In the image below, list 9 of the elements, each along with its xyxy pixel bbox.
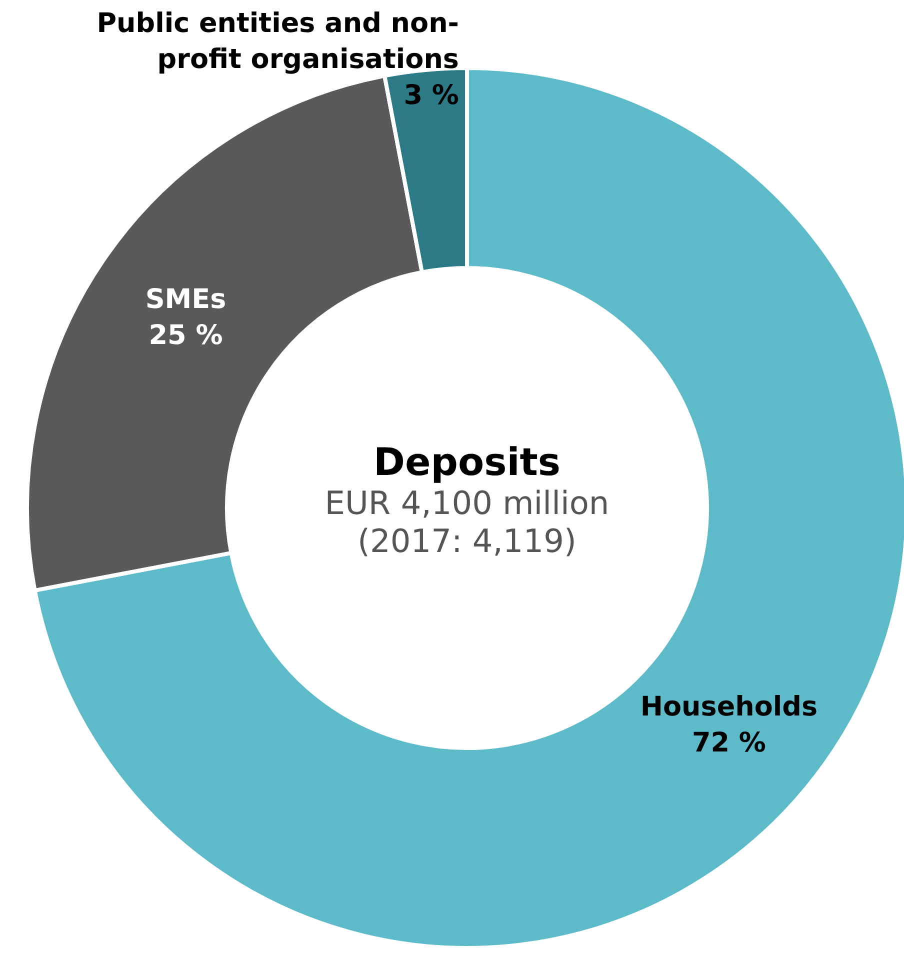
- text: Deposits: [372, 440, 562, 484]
- slice-label: Public entities and non-profit organisations: [96, 8, 459, 75]
- data-label: 25 %: [148, 320, 223, 351]
- text: EUR 4,100 million: [324, 484, 610, 522]
- text: (2017: 4,119): [356, 522, 578, 560]
- data-label: 3 %: [404, 80, 459, 111]
- data-label: 72 %: [692, 728, 766, 759]
- slice-label: Households: [640, 692, 818, 723]
- slice-label: SMEs: [145, 284, 226, 315]
